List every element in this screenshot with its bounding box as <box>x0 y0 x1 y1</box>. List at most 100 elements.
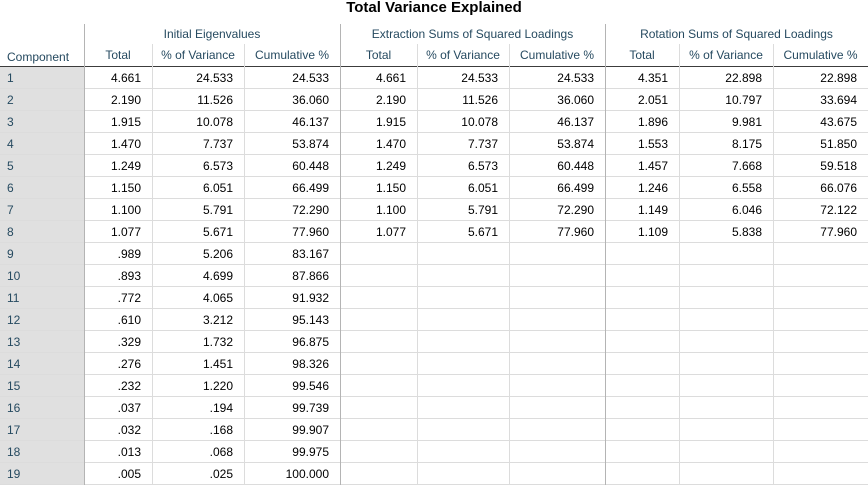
table-cell: 5.206 <box>202 247 233 261</box>
table-cell: .989 <box>117 247 141 261</box>
table-cell <box>509 419 605 440</box>
table-cell: 1.553 <box>637 137 668 151</box>
table-cell <box>679 331 773 352</box>
table-cell <box>340 309 417 330</box>
table-cell: 5.671 <box>202 225 233 239</box>
column-header: Total <box>629 48 655 62</box>
table-cell <box>417 375 509 396</box>
table-cell <box>605 331 679 352</box>
table-cell <box>605 309 679 330</box>
table-cell: 24.533 <box>557 71 594 85</box>
component-label: 19 <box>0 463 84 484</box>
table-cell: 10.078 <box>196 115 233 129</box>
table-cell: 66.076 <box>820 181 857 195</box>
component-label: 3 <box>0 111 84 132</box>
table-cell: 98.326 <box>292 357 329 371</box>
table-cell: .610 <box>117 313 141 327</box>
table-cell <box>340 441 417 462</box>
table-cell: 99.907 <box>292 423 329 437</box>
table-cell: 4.661 <box>110 71 141 85</box>
table-cell <box>340 287 417 308</box>
group-header-row: Initial Eigenvalues Extraction Sums of S… <box>0 24 868 44</box>
table-cell <box>679 441 773 462</box>
table-cell <box>773 243 868 264</box>
table-cell: 36.060 <box>557 93 594 107</box>
table-cell <box>509 287 605 308</box>
sub-header-row: Total % of Variance Cumulative % Total % of … <box>0 44 868 67</box>
component-label: 4 <box>0 133 84 154</box>
table-cell: 24.533 <box>196 71 233 85</box>
table-row: 13 .329 1.732 96.875 <box>0 331 868 353</box>
column-divider <box>417 44 418 485</box>
table-cell: .168 <box>209 423 233 437</box>
table-cell <box>679 265 773 286</box>
component-label: 11 <box>0 287 84 308</box>
table-row: 12 .610 3.212 95.143 <box>0 309 868 331</box>
table-cell: .068 <box>209 445 233 459</box>
table-cell: .032 <box>117 423 141 437</box>
table-cell: 51.850 <box>820 137 857 151</box>
column-divider <box>509 44 510 485</box>
table-cell: 66.499 <box>557 181 594 195</box>
table-row: 16 .037 .194 99.739 <box>0 397 868 419</box>
table-cell: 33.694 <box>820 93 857 107</box>
table-title: Total Variance Explained <box>346 0 522 16</box>
table-cell: 1.249 <box>375 159 406 173</box>
table-cell <box>605 265 679 286</box>
column-divider <box>679 44 680 485</box>
table-cell: 1.149 <box>637 203 668 217</box>
table-cell: 72.290 <box>292 203 329 217</box>
component-label: 16 <box>0 397 84 418</box>
table-cell: 60.448 <box>292 159 329 173</box>
table-cell <box>417 463 509 484</box>
table-cell <box>340 463 417 484</box>
table-cell: 3.212 <box>202 313 233 327</box>
table-cell: 11.526 <box>462 93 498 107</box>
table-row: 15 .232 1.220 99.546 <box>0 375 868 397</box>
table-cell: 77.960 <box>820 225 857 239</box>
table-cell: 1.915 <box>375 115 406 129</box>
table-cell <box>417 441 509 462</box>
table-cell: 1.150 <box>110 181 141 195</box>
table-cell: 36.060 <box>292 93 329 107</box>
table-cell <box>679 463 773 484</box>
table-row: 4 1.470 7.737 53.874 1.470 7.737 53.874 1.553 8.… <box>0 133 868 155</box>
group-initial-eigenvalues: Initial Eigenvalues <box>163 27 261 41</box>
component-label: 10 <box>0 265 84 286</box>
table-cell: 95.143 <box>292 313 329 327</box>
table-cell <box>773 397 868 418</box>
table-cell <box>605 353 679 374</box>
table-row: 5 1.249 6.573 60.448 1.249 6.573 60.448 1.457 7.… <box>0 155 868 177</box>
table-cell: 10.797 <box>725 93 762 107</box>
variance-table: Initial Eigenvalues Extraction Sums of S… <box>0 24 868 485</box>
table-cell: 1.077 <box>110 225 141 239</box>
table-row: 17 .032 .168 99.907 <box>0 419 868 441</box>
table-cell: 7.737 <box>467 137 498 151</box>
component-label: 17 <box>0 419 84 440</box>
table-cell: .194 <box>209 401 233 415</box>
table-cell: 100.000 <box>285 467 329 481</box>
table-cell: 87.866 <box>292 269 329 283</box>
component-label: 6 <box>0 177 84 198</box>
table-cell: 7.668 <box>731 159 762 173</box>
table-cell: 53.874 <box>292 137 329 151</box>
table-cell: 1.077 <box>375 225 406 239</box>
table-cell: 6.573 <box>202 159 233 173</box>
table-cell: 24.533 <box>461 71 498 85</box>
table-cell <box>773 287 868 308</box>
table-cell: 2.190 <box>375 93 406 107</box>
table-cell <box>417 331 509 352</box>
table-cell: 7.737 <box>202 137 233 151</box>
table-row: 3 1.915 10.078 46.137 1.915 10.078 46.137 1.896… <box>0 111 868 133</box>
table-cell: 60.448 <box>557 159 594 173</box>
table-cell <box>605 441 679 462</box>
table-cell: 83.167 <box>292 247 329 261</box>
table-cell: 5.791 <box>467 203 498 217</box>
table-cell: .329 <box>117 335 141 349</box>
component-label: 14 <box>0 353 84 374</box>
component-label: 9 <box>0 243 84 264</box>
table-row: 2 2.190 11.526 36.060 2.190 11.526 36.060 2.051… <box>0 89 868 111</box>
table-cell <box>509 243 605 264</box>
table-cell: 77.960 <box>557 225 594 239</box>
table-cell <box>509 441 605 462</box>
